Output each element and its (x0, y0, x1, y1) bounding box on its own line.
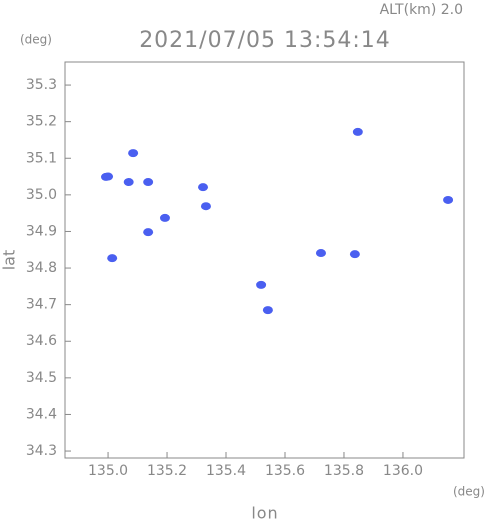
echo-point (107, 254, 118, 263)
y-tick-label: 34.7 (26, 297, 57, 313)
y-unit: (deg) (20, 33, 52, 47)
echo-point (128, 149, 139, 158)
echo-point (256, 280, 267, 289)
echo-point (349, 250, 360, 259)
echo-point (198, 183, 209, 192)
x-tick-label: 135.2 (147, 463, 187, 479)
y-axis-title: lat (0, 250, 19, 271)
y-tick-label: 34.5 (26, 370, 57, 386)
echo-point (143, 178, 154, 187)
x-unit: (deg) (453, 485, 485, 499)
echo-point (443, 195, 454, 204)
echo-point (159, 213, 170, 222)
echo-point (123, 178, 134, 187)
y-tick-label: 34.8 (26, 260, 57, 276)
x-tick-label: 136.0 (383, 463, 423, 479)
x-tick-label: 135.6 (265, 463, 305, 479)
y-tick-label: 35.3 (26, 77, 57, 93)
echo-point (315, 249, 326, 258)
y-tick-label: 35.1 (26, 150, 57, 166)
echo-point (262, 306, 273, 315)
chart-title: 2021/07/05 13:54:14 (139, 28, 391, 53)
y-tick-label: 35.2 (26, 114, 57, 130)
altitude-label: ALT(km) 2.0 (380, 2, 463, 18)
plot-frame (64, 61, 465, 459)
y-tick-label: 34.6 (26, 333, 57, 349)
echo-point (143, 228, 154, 237)
echo-point (103, 172, 114, 181)
echo-point (352, 127, 363, 136)
echo-point (200, 202, 211, 211)
x-axis-title: lon (251, 504, 278, 521)
x-tick-label: 135.0 (88, 463, 128, 479)
y-tick-label: 35.0 (26, 187, 57, 203)
x-tick-label: 135.8 (324, 463, 364, 479)
y-tick-label: 34.9 (26, 223, 57, 239)
x-tick-label: 135.4 (206, 463, 246, 479)
y-tick-label: 34.3 (26, 443, 57, 459)
y-tick-label: 34.4 (26, 406, 57, 422)
